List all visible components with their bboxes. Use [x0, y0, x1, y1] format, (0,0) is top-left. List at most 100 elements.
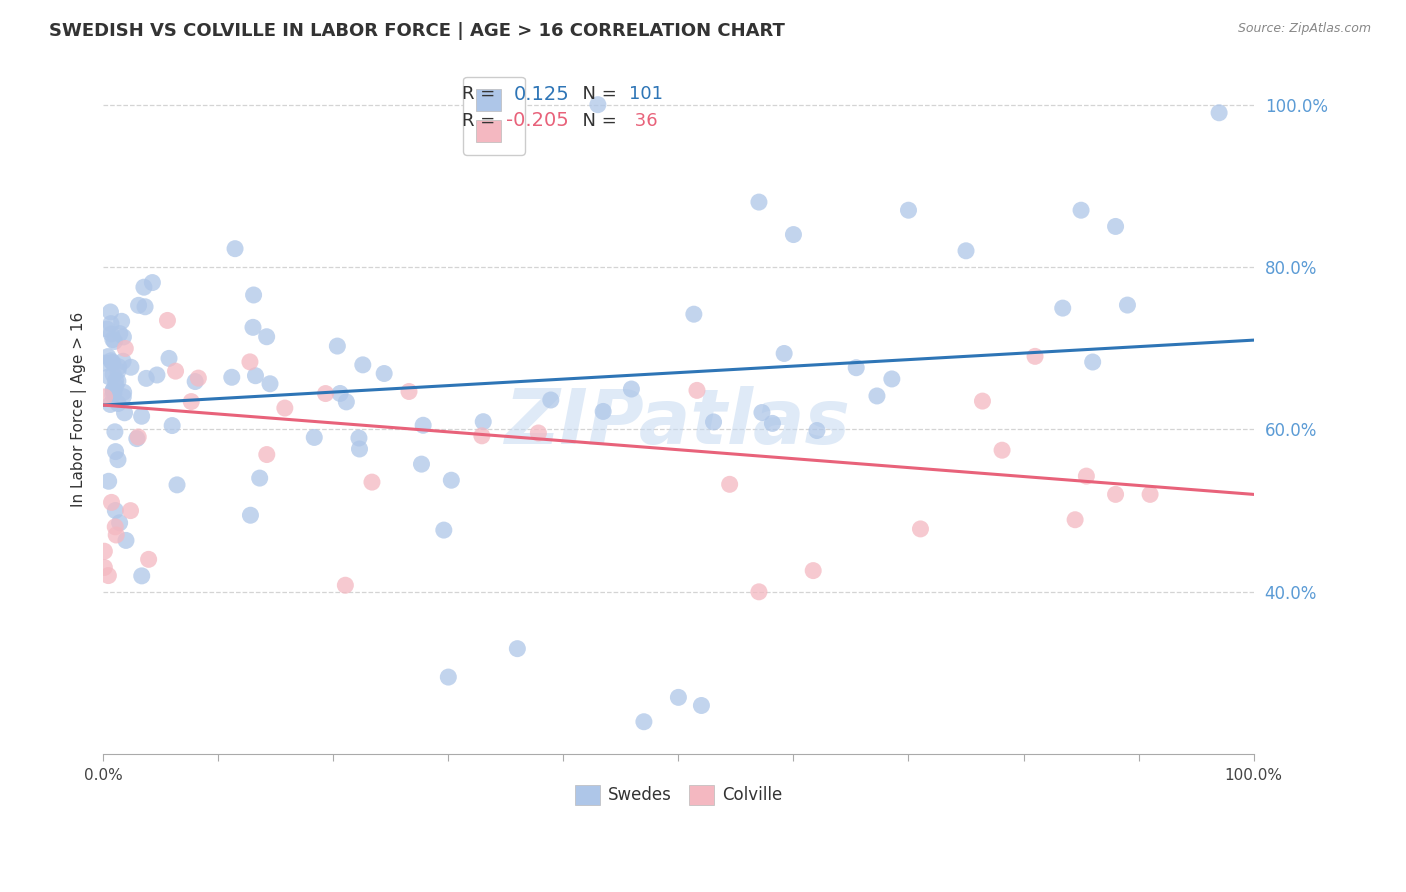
Point	[101, 388, 124, 402]
Point	[540, 392, 562, 407]
Point	[433, 523, 456, 537]
Point	[156, 313, 179, 327]
Legend: Swedes, Colville: Swedes, Colville	[565, 774, 792, 815]
Point	[897, 203, 920, 218]
Text: R =: R =	[463, 112, 501, 129]
Point	[748, 195, 770, 210]
Point	[132, 280, 155, 294]
Point	[97, 475, 120, 489]
Point	[104, 444, 127, 458]
Point	[259, 376, 281, 391]
Point	[101, 383, 124, 397]
Point	[157, 351, 180, 366]
Text: -0.205: -0.205	[506, 112, 568, 130]
Text: Source: ZipAtlas.com: Source: ZipAtlas.com	[1237, 22, 1371, 36]
Point	[242, 320, 264, 334]
Point	[100, 317, 122, 331]
Point	[104, 425, 127, 439]
Point	[1104, 219, 1126, 234]
Point	[866, 389, 889, 403]
Point	[1024, 350, 1046, 364]
Point	[991, 443, 1014, 458]
Point	[398, 384, 420, 399]
Point	[801, 564, 824, 578]
Point	[411, 457, 433, 471]
Point	[180, 394, 202, 409]
Point	[329, 386, 352, 401]
Point	[668, 690, 690, 705]
Point	[125, 432, 148, 446]
Point	[224, 242, 246, 256]
Point	[103, 334, 125, 349]
Point	[138, 552, 160, 566]
Point	[955, 244, 977, 258]
Point	[114, 342, 136, 356]
Point	[806, 424, 828, 438]
Text: R =: R =	[463, 86, 501, 103]
Point	[166, 478, 188, 492]
Point	[249, 471, 271, 485]
Point	[160, 418, 183, 433]
Point	[751, 405, 773, 419]
Point	[1076, 469, 1098, 483]
Point	[100, 495, 122, 509]
Text: 36: 36	[628, 112, 658, 129]
Point	[184, 375, 207, 389]
Point	[107, 364, 129, 378]
Point	[239, 508, 262, 523]
Point	[187, 371, 209, 385]
Point	[107, 359, 129, 374]
Point	[120, 360, 142, 375]
Point	[100, 326, 122, 341]
Point	[1052, 301, 1074, 315]
Point	[586, 97, 609, 112]
Text: N =: N =	[571, 86, 623, 103]
Point	[326, 339, 349, 353]
Point	[112, 390, 135, 404]
Point	[773, 346, 796, 360]
Point	[105, 528, 128, 542]
Point	[112, 330, 135, 344]
Point	[1116, 298, 1139, 312]
Point	[472, 415, 495, 429]
Point	[352, 358, 374, 372]
Point	[748, 584, 770, 599]
Point	[93, 544, 115, 558]
Point	[96, 322, 118, 336]
Point	[112, 354, 135, 368]
Point	[111, 314, 134, 328]
Text: SWEDISH VS COLVILLE IN LABOR FORCE | AGE > 16 CORRELATION CHART: SWEDISH VS COLVILLE IN LABOR FORCE | AGE…	[49, 22, 785, 40]
Point	[1081, 355, 1104, 369]
Point	[304, 430, 326, 444]
Point	[103, 386, 125, 401]
Point	[108, 326, 131, 341]
Point	[115, 533, 138, 548]
Point	[101, 355, 124, 369]
Point	[761, 417, 783, 431]
Point	[527, 425, 550, 440]
Point	[165, 364, 187, 378]
Point	[141, 276, 163, 290]
Point	[239, 355, 262, 369]
Point	[256, 448, 278, 462]
Point	[718, 477, 741, 491]
Point	[880, 372, 903, 386]
Point	[104, 503, 127, 517]
Y-axis label: In Labor Force | Age > 16: In Labor Force | Age > 16	[72, 311, 87, 507]
Point	[506, 641, 529, 656]
Point	[100, 353, 122, 368]
Point	[1139, 487, 1161, 501]
Point	[315, 386, 337, 401]
Point	[127, 430, 149, 444]
Point	[135, 371, 157, 385]
Point	[104, 379, 127, 393]
Point	[440, 473, 463, 487]
Point	[93, 560, 115, 574]
Point	[97, 568, 120, 582]
Point	[103, 383, 125, 397]
Point	[373, 367, 395, 381]
Point	[1208, 105, 1230, 120]
Point	[1104, 487, 1126, 501]
Text: N =: N =	[571, 112, 623, 129]
Point	[101, 333, 124, 347]
